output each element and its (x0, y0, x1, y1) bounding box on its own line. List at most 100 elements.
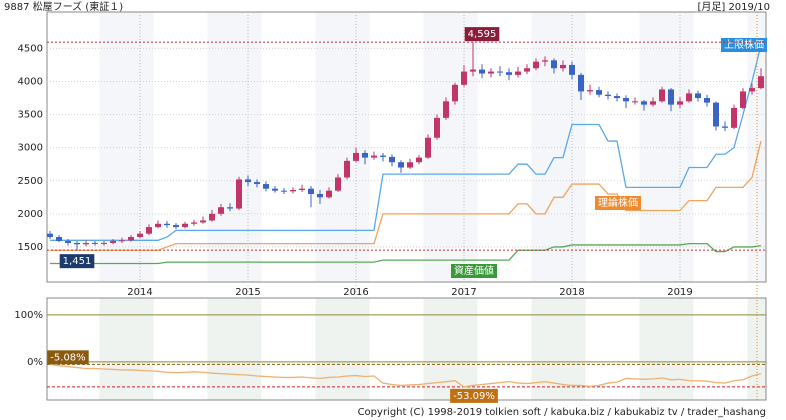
candle-body (227, 207, 233, 209)
candle-body (704, 98, 710, 103)
candle-body (443, 101, 449, 118)
y-tick-label: 2500 (18, 176, 43, 187)
candle-body (650, 101, 656, 105)
tag-box (59, 254, 95, 269)
candle-body (65, 240, 71, 243)
candle-body (623, 98, 629, 102)
tag-box (450, 388, 498, 403)
candle-body (560, 64, 566, 69)
candle-body (452, 84, 458, 102)
y-tick-label: 4500 (18, 43, 43, 54)
chart-title: 9887 松屋フーズ (東証１) (4, 0, 123, 13)
candle-body (119, 240, 125, 242)
candle-body (254, 182, 260, 185)
indicator-line (50, 44, 762, 241)
candle-body (200, 220, 206, 223)
candle-body (425, 137, 431, 158)
x-tick-label: 2017 (451, 287, 476, 298)
tag-label: 資産価値 (454, 264, 494, 277)
percent-line (49, 363, 762, 388)
candle-body (677, 101, 683, 105)
candle-body (83, 242, 89, 245)
candle-body (164, 223, 170, 226)
candle-body (380, 155, 386, 157)
indicator-line (50, 242, 762, 265)
candle-body (344, 160, 350, 178)
copyright: Copyright (C) 1998-2019 tolkien soft / k… (358, 407, 766, 418)
tag-box (721, 38, 767, 52)
candle-body (578, 74, 584, 92)
candle-body (758, 76, 764, 89)
tag-box (595, 196, 641, 210)
period-label: [月足] 2019/10 (697, 1, 770, 13)
candle-body (470, 69, 476, 72)
candle-body (56, 237, 62, 241)
candle-body (101, 242, 107, 244)
candle-body (542, 60, 548, 62)
candle-body (416, 157, 422, 163)
candle-body (335, 177, 341, 191)
band (747, 298, 766, 400)
tag-label: -5.08% (50, 352, 85, 363)
x-tick-label: 2018 (559, 287, 584, 298)
candle-body (245, 179, 251, 183)
tag-label: 1,451 (63, 256, 92, 267)
candle-body (191, 222, 197, 224)
candle-body (605, 94, 611, 97)
candle-body (587, 90, 593, 92)
y-tick-label: 2000 (18, 209, 43, 220)
plot-frame (46, 11, 767, 283)
candle-body (632, 101, 638, 103)
band (315, 298, 370, 400)
candle-body (281, 190, 287, 192)
x-tick-label: 2019 (667, 287, 692, 298)
candle-body (362, 152, 368, 158)
candle-body (713, 102, 719, 127)
x-tick-label: 2014 (127, 287, 152, 298)
candle-body (596, 90, 602, 95)
candle-body (731, 107, 737, 128)
y-tick-label: 0% (27, 357, 43, 368)
y-tick-label: 4000 (18, 76, 43, 87)
band (99, 298, 154, 400)
candle-body (524, 68, 530, 72)
candle-body (74, 242, 80, 245)
candle-body (371, 155, 377, 158)
candle-body (137, 233, 143, 237)
candle-body (659, 89, 665, 102)
candle-body (317, 193, 323, 198)
candle-body (533, 61, 539, 69)
candle-body (398, 162, 404, 168)
candle-body (47, 233, 53, 237)
candle-body (299, 188, 305, 191)
band (531, 12, 586, 282)
candle-body (155, 223, 161, 228)
band (423, 298, 478, 400)
candle-body (461, 71, 467, 85)
band (207, 298, 262, 400)
candle-body (209, 213, 215, 221)
plot-frame (46, 297, 767, 401)
candle-body (92, 242, 98, 244)
candle-body (353, 152, 359, 161)
tag-box (47, 350, 89, 365)
candle-body (173, 225, 179, 228)
y-tick-label: 100% (14, 310, 43, 321)
candle-body (740, 91, 746, 108)
candle-body (722, 126, 728, 128)
candle-body (290, 190, 296, 192)
candle-body (407, 162, 413, 168)
tag-label: -53.09% (453, 391, 495, 402)
candle-body (272, 188, 278, 191)
candle-body (497, 71, 503, 73)
candle-body (506, 72, 512, 75)
candle-body (686, 93, 692, 102)
candle-body (551, 60, 557, 69)
candle-body (128, 237, 134, 241)
candle-body (668, 89, 674, 105)
candle-body (695, 93, 701, 99)
band (315, 12, 370, 282)
candle-body (614, 96, 620, 99)
band (423, 12, 478, 282)
